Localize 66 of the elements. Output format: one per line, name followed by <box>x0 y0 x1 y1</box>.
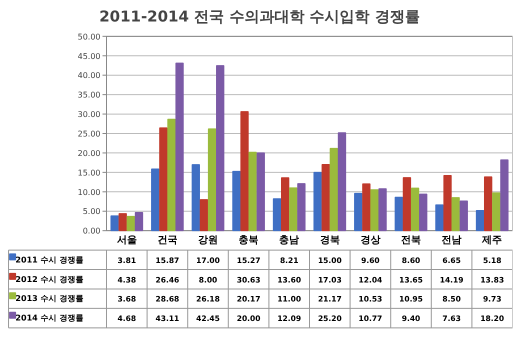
bar <box>280 177 290 232</box>
y-tick-label: 50.00 <box>78 32 101 42</box>
x-tick-label: 충북 <box>238 234 259 246</box>
y-tick-label: 30.00 <box>78 110 101 120</box>
y-tick-label: 10.00 <box>78 188 101 197</box>
x-tick-label: 강원 <box>198 234 218 246</box>
bar <box>435 204 444 232</box>
x-tick-label: 건국 <box>157 234 178 246</box>
x-tick-label: 경상 <box>360 234 380 246</box>
bar <box>410 188 420 232</box>
bar <box>322 164 330 232</box>
x-tick-label: 전남 <box>442 234 462 246</box>
y-tick-label: 35.00 <box>78 90 101 100</box>
bar <box>476 210 484 232</box>
bar <box>394 196 403 232</box>
bar <box>159 127 168 232</box>
bar <box>272 198 282 232</box>
chart-title: 2011-2014 전국 수의과대학 수시입학 경쟁률 <box>99 8 420 26</box>
legend-label: 2013 수시 경쟁률 <box>15 294 84 304</box>
x-tick-label: 서울 <box>116 234 137 246</box>
bar <box>248 152 257 232</box>
bar <box>256 152 265 232</box>
bar <box>232 170 241 232</box>
bar <box>192 164 200 232</box>
legend-label: 2011 수시 경쟁률 <box>15 255 84 264</box>
y-tick-label: 45.00 <box>78 52 101 61</box>
bar <box>460 200 468 232</box>
bar <box>402 177 412 232</box>
y-tick-label: 25.00 <box>78 130 101 138</box>
bar <box>216 65 224 232</box>
bar <box>500 159 509 232</box>
bar <box>110 215 119 232</box>
bar <box>134 212 144 232</box>
bar <box>151 168 160 232</box>
bar <box>338 132 346 232</box>
x-tick-label: 제주 <box>481 234 502 246</box>
bar <box>354 192 362 232</box>
bar <box>167 118 176 232</box>
bar <box>126 216 136 232</box>
bar <box>175 62 184 232</box>
bar <box>240 111 249 232</box>
bar <box>330 148 338 232</box>
bar <box>378 188 387 232</box>
bar <box>297 183 306 232</box>
x-tick-label: 충남 <box>279 234 300 246</box>
y-tick-label: 20.00 <box>78 148 101 158</box>
bar <box>452 197 460 232</box>
legend-label: 2012 수시 경쟁률 <box>15 274 84 284</box>
bar <box>208 128 216 232</box>
bar <box>484 176 492 232</box>
bar <box>362 183 370 232</box>
x-tick-label: 경북 <box>320 234 340 246</box>
y-tick-label: 5.00 <box>82 207 100 216</box>
y-tick-label: 0.00 <box>82 226 100 236</box>
bar <box>443 175 452 232</box>
bar <box>313 172 322 232</box>
bar <box>419 194 428 232</box>
legend-label: 2014 수시 경쟁률 <box>15 314 84 323</box>
y-tick-label: 40.00 <box>78 71 101 80</box>
bar <box>492 192 500 232</box>
bar <box>289 187 298 232</box>
bar <box>118 213 127 232</box>
bar <box>370 189 379 232</box>
x-tick-label: 전북 <box>401 234 421 246</box>
y-tick-label: 15.00 <box>78 168 101 178</box>
bar <box>200 199 208 232</box>
